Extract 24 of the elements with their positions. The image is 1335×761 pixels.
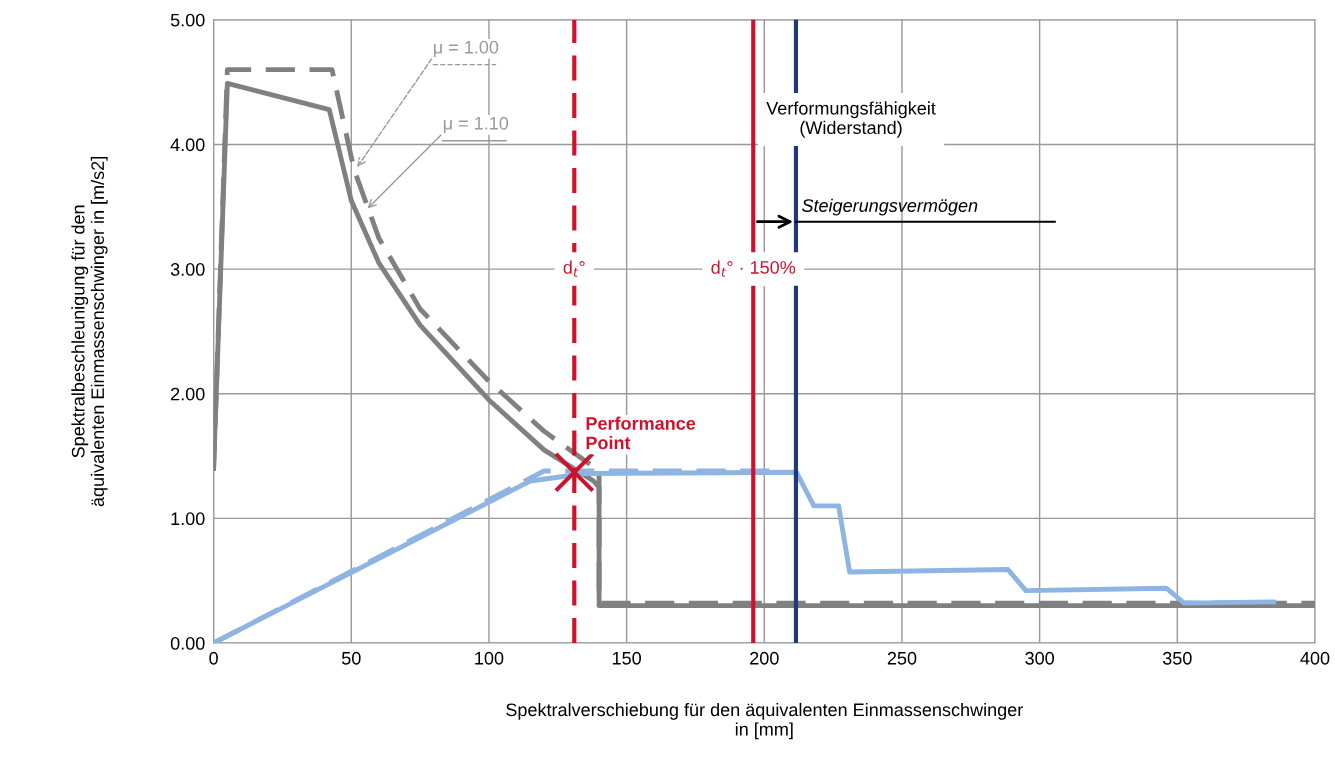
y-tick-label: 1.00 — [171, 512, 205, 526]
x-tick-label: 50 — [341, 651, 361, 665]
x-tick-label: 100 — [475, 651, 504, 665]
y-tick-label: 2.00 — [171, 387, 205, 401]
x-tick-label: 350 — [1162, 651, 1192, 665]
annotation: μ = 1.00 — [433, 40, 499, 57]
y-tick-label: 5.00 — [170, 13, 205, 27]
x-tick-label: 250 — [887, 651, 917, 665]
annotation: μ = 1.10 — [443, 116, 509, 133]
x-tick-label: 0 — [209, 651, 218, 665]
series-label: Performance Point — [586, 416, 696, 450]
ref-line-label: d$_{t}$° · 150% — [711, 260, 796, 277]
x-axis-title: Spektralverschiebung für den äquivalenten Einmassenschwinger in [mm] — [506, 702, 1023, 740]
y-tick-label: 3.00 — [170, 263, 205, 276]
y-tick-label: 0.00 — [170, 636, 205, 650]
ref-line-label: d$_{t}$° — [563, 260, 585, 277]
ref-line-label: Verformungsfähigkeit (Widerstand) — [766, 101, 936, 138]
x-tick-label: 400 — [1300, 651, 1330, 665]
x-tick-label: 200 — [750, 651, 779, 665]
x-tick-label: 150 — [612, 651, 641, 665]
y-axis-title: Spektralbeschleunigung für den äquivalenten Einmassenschwinger in [m/s2] — [71, 157, 108, 507]
annotation: Steigerungsvermögen — [801, 198, 978, 216]
x-tick-label: 300 — [1025, 651, 1054, 665]
y-tick-label: 4.00 — [170, 138, 205, 152]
